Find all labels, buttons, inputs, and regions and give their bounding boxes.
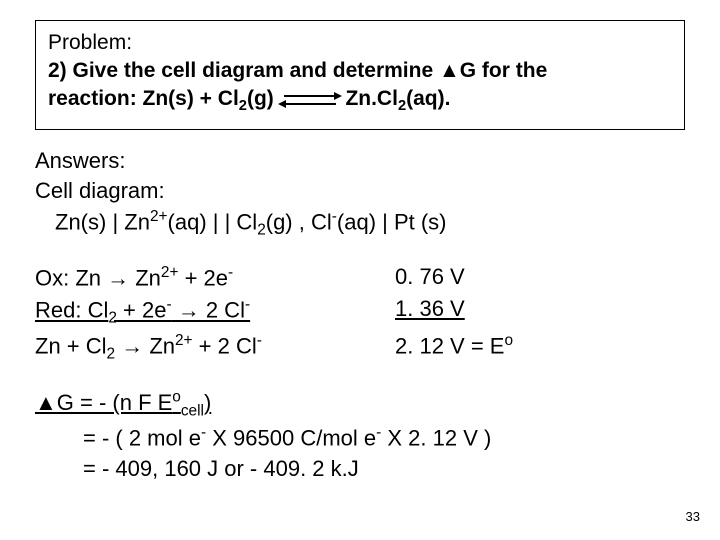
problem-reaction-prefix: reaction: Zn(s) + Cl [48,87,239,110]
ox-reaction: Ox: Zn → Zn2+ + 2e- [35,262,395,294]
cell-diagram-label: Cell diagram: [35,178,685,204]
delta-g-line1: ▲G = - (n F Eocell) [35,387,685,422]
sub-2: 2 [239,99,247,115]
problem-aq: (aq). [406,87,450,110]
red-potential: 1. 36 V [395,294,685,329]
red-reaction: Red: Cl2 + 2e- → 2 Cl- [35,294,395,329]
page-number: 33 [686,509,700,524]
delta-g-block: ▲G = - (n F Eocell) = - ( 2 mol e- X 965… [35,387,685,485]
oxidation-row: Ox: Zn → Zn2+ + 2e- 0. 76 V [35,262,685,294]
delta-g-line2: = - ( 2 mol e- X 96500 C/mol e- X 2. 12 … [35,422,685,454]
problem-box: Problem: 2) Give the cell diagram and de… [35,20,685,130]
equilibrium-arrow-icon [280,93,340,107]
problem-product: Zn.Cl [340,87,398,110]
cell-diagram: Zn(s) | Zn2+(aq) | | Cl2(g) , Cl-(aq) | … [35,208,685,240]
problem-line1: 2) Give the cell diagram and determine ▲… [48,59,547,82]
net-potential: 2. 12 V = Eo [395,330,685,365]
reduction-row: Red: Cl2 + 2e- → 2 Cl- 1. 36 V [35,294,685,329]
delta-g-line3: = - 409, 160 J or - 409. 2 k.J [35,454,685,485]
slide-content: Problem: 2) Give the cell diagram and de… [0,0,720,495]
net-row: Zn + Cl2 → Zn2+ + 2 Cl- 2. 12 V = Eo [35,330,685,365]
problem-label: Problem: [48,31,672,55]
problem-statement: 2) Give the cell diagram and determine ▲… [48,57,672,117]
answers-label: Answers: [35,148,685,174]
net-reaction: Zn + Cl2 → Zn2+ + 2 Cl- [35,330,395,365]
ox-potential: 0. 76 V [395,262,685,294]
problem-reaction-g: (g) [247,87,280,110]
sub-2b: 2 [398,99,406,115]
reactions-block: Ox: Zn → Zn2+ + 2e- 0. 76 V Red: Cl2 + 2… [35,262,685,365]
